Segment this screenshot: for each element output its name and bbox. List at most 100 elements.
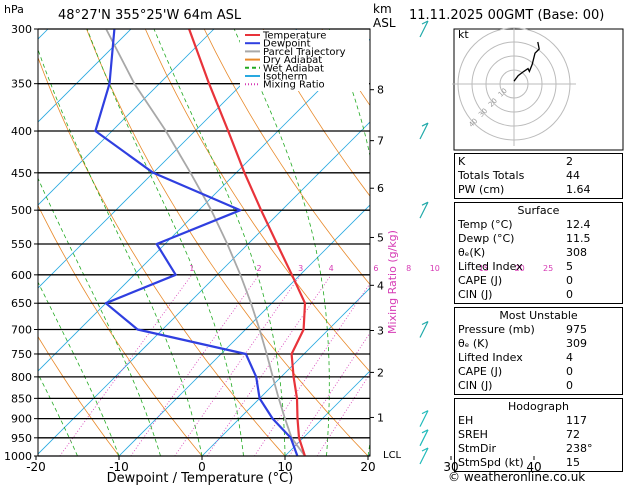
isotherm-line	[38, 121, 370, 455]
stat-row: CIN (J) 0	[458, 379, 619, 393]
stat-value: 15	[566, 456, 580, 469]
wet-adiabat-line	[410, 29, 450, 456]
mixing-ratio-label: 1	[189, 264, 194, 273]
stat-value: 2	[566, 155, 573, 168]
stat-row: θₑ (K) 309	[458, 337, 619, 351]
location-title: 48°27'N 355°25'W 64m ASL	[58, 8, 242, 23]
wet-adiabat-line	[38, 48, 203, 456]
isotherm-line	[284, 370, 370, 456]
hodograph-kt-label: kt	[458, 28, 469, 41]
pressure-tick-label: 500	[11, 204, 32, 217]
stat-row: Temp (°C) 12.4	[458, 218, 619, 232]
mixing-ratio-label: 3	[298, 264, 303, 273]
dry-adiabat-line	[144, 29, 370, 373]
mixing-ratio-label: 25	[543, 264, 553, 273]
indices-box: K 2 Totals Totals 44 PW (cm) 1.64	[454, 153, 623, 199]
dry-adiabat-line	[203, 29, 370, 286]
parcel-trajectory-line	[105, 29, 306, 456]
box-title: Most Unstable	[499, 309, 578, 322]
stat-label: EH	[458, 414, 474, 427]
stat-value: 975	[566, 323, 587, 336]
plot-frame	[37, 28, 371, 457]
stat-value: 238°	[566, 442, 593, 455]
stats-panel: K 2 Totals Totals 44 PW (cm) 1.64 Surface Temp…	[454, 153, 623, 475]
mixing-ratio-label: 8	[406, 264, 411, 273]
mixing-ratio-line	[316, 373, 370, 456]
stat-row: θₑ(K) 308	[458, 246, 619, 260]
legend-entry: Mixing Ratio	[263, 80, 325, 91]
stat-label: CIN (J)	[458, 288, 493, 301]
mixing-ratio-label: 15	[479, 264, 489, 273]
temperature-tick-label: 40	[526, 460, 541, 474]
stat-row: Lifted Index 4	[458, 351, 619, 365]
wet-adiabat-line	[233, 29, 330, 456]
pressure-tick-label: 750	[11, 348, 32, 361]
stat-label: StmDir	[458, 442, 497, 455]
stat-row: SREH 72	[458, 428, 619, 442]
isotherm-line	[38, 29, 132, 123]
pressure-tick-label: 800	[11, 371, 32, 384]
dry-adiabat-line	[38, 335, 120, 456]
pressure-tick-label: 650	[11, 297, 32, 310]
temperature-tick-label: 10	[277, 460, 292, 474]
km-tick-label: 7	[377, 135, 384, 148]
temperature-line	[188, 29, 307, 456]
wet-adiabat-line	[86, 29, 244, 456]
stat-label: Pressure (mb)	[458, 323, 535, 336]
mixing-ratio-label: 20	[515, 264, 525, 273]
surface-box: Surface Temp (°C) 12.4 Dewp (°C) 11.5 θₑ(K) 30…	[454, 202, 623, 304]
wind-barb	[419, 201, 429, 219]
pressure-tick-label: 350	[11, 78, 32, 91]
stat-row: Lifted Index 5	[458, 260, 619, 274]
stat-label: CAPE (J)	[458, 274, 503, 287]
stat-value: 0	[566, 365, 573, 378]
wet-adiabat-line	[328, 29, 370, 456]
legend-background	[240, 30, 369, 91]
temperature-tick-label: 20	[360, 460, 375, 474]
stat-value: 117	[566, 414, 587, 427]
wind-barbs	[419, 20, 429, 465]
hodograph-ring-label: 40	[467, 117, 479, 129]
legend-entry: Dry Adiabat	[263, 55, 322, 66]
temperature-tick-label: 0	[198, 460, 206, 474]
dry-adiabat-line	[262, 29, 370, 197]
stat-value: 12.4	[566, 218, 591, 231]
hodograph-ring-label: 30	[477, 107, 489, 119]
pressure-tick-label: 600	[11, 269, 32, 282]
wind-barb	[419, 122, 429, 140]
km-tick-label: 1	[377, 411, 384, 424]
mixing-ratio-line	[59, 274, 193, 456]
stat-label: Lifted Index	[458, 260, 523, 273]
stat-row: EH 117	[458, 414, 619, 428]
pressure-tick-label: 700	[11, 324, 32, 337]
box-title: Surface	[517, 204, 560, 217]
wind-barb	[419, 320, 429, 338]
wind-barb	[419, 429, 429, 447]
stat-label: CIN (J)	[458, 379, 493, 392]
stat-label: Totals Totals	[458, 169, 525, 182]
km-tick-label: 4	[377, 279, 384, 292]
mixing-ratio-label: 10	[430, 264, 440, 273]
stat-row: Dewp (°C) 11.5	[458, 232, 619, 246]
isotherm-line	[38, 38, 370, 372]
pressure-tick-label: 950	[11, 432, 32, 445]
pressure-tick-label: 450	[11, 167, 32, 180]
stat-value: 0	[566, 274, 573, 287]
isotherm-line	[38, 29, 215, 206]
stat-value: 309	[566, 337, 587, 350]
stat-label: Lifted Index	[458, 351, 523, 364]
stat-label: K	[458, 155, 466, 168]
isotherm-line	[118, 204, 370, 456]
stat-label: Temp (°C)	[458, 218, 513, 231]
temperature-tick-label: -10	[109, 460, 129, 474]
wet-adiabat-line	[153, 29, 286, 456]
legend-entry: Wet Adiabat	[263, 63, 324, 74]
stat-value: 308	[566, 246, 587, 259]
stat-label: PW (cm)	[458, 183, 505, 196]
mixing-ratio-label: 4	[329, 264, 334, 273]
wind-barb	[419, 410, 429, 427]
hodograph-ring-label: 10	[497, 87, 509, 99]
